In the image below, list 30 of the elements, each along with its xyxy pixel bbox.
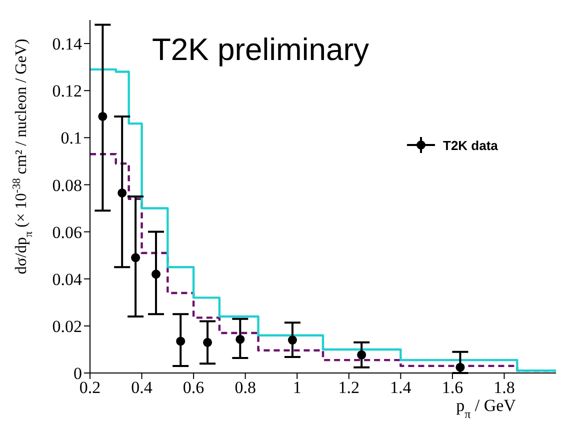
x-tick-label: 1.6 [442, 378, 464, 398]
x-tick-label: 1.4 [390, 378, 412, 398]
point [203, 338, 212, 347]
y-tick-label: 0.02 [52, 316, 82, 336]
x-tick-label: 0.2 [79, 378, 101, 398]
x-tick-label: 1.2 [338, 378, 360, 398]
point [288, 336, 297, 345]
y-tick-label: 0.1 [60, 128, 82, 148]
legend-label: T2K data [443, 138, 498, 152]
point [98, 112, 108, 121]
x-tick-label: 0.8 [234, 378, 256, 398]
y-tick-label: 0.14 [52, 34, 82, 54]
point [357, 350, 366, 360]
point [131, 253, 140, 262]
annotation: T2K preliminary [152, 32, 370, 68]
point [456, 362, 465, 372]
x-tick-label: 1.8 [494, 378, 515, 398]
x-tick-label: 1 [292, 378, 302, 398]
x-axis-title: p$_{π}$ / GeV [456, 396, 517, 421]
x-tick-label: 0.6 [182, 378, 204, 398]
y-tick-label: 0.06 [52, 222, 82, 242]
x-tick-label: 0.4 [131, 378, 153, 398]
y-tick-label: 0 [74, 364, 82, 384]
point [176, 336, 186, 346]
y-tick-label: 0.08 [52, 176, 82, 195]
y-tick-label: 0.04 [52, 270, 82, 289]
point [152, 270, 161, 279]
point [118, 188, 127, 198]
point [236, 334, 245, 344]
y-tick-label: 0.12 [52, 82, 82, 101]
